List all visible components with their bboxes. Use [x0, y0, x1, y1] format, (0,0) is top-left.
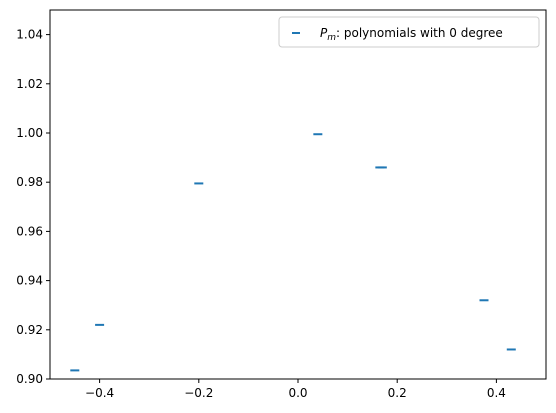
x-tick-label: 0.4 — [487, 386, 506, 400]
legend-label-sub: m — [327, 33, 336, 43]
y-axis: 0.90 0.92 0.94 0.96 0.98 1.00 1.02 1.04 — [16, 28, 50, 386]
data-points — [70, 133, 516, 372]
y-tick-label: 1.04 — [16, 28, 43, 42]
x-axis: −0.4 −0.2 0.0 0.2 0.4 — [85, 379, 506, 400]
x-tick-label: −0.2 — [184, 386, 213, 400]
plot-area — [49, 9, 547, 380]
y-tick-label: 0.94 — [16, 274, 43, 288]
legend-label-rest: : polynomials with 0 degree — [336, 26, 503, 40]
plot-frame — [49, 9, 547, 380]
y-tick-label: 1.02 — [16, 77, 43, 91]
legend: Pm: polynomials with 0 degree — [278, 16, 540, 48]
y-tick-label: 1.00 — [16, 126, 43, 140]
x-tick-label: 0.0 — [288, 386, 307, 400]
legend-label-math: P — [320, 26, 328, 40]
y-tick-label: 0.90 — [16, 372, 43, 386]
x-tick-label: −0.4 — [85, 386, 114, 400]
y-tick-label: 0.96 — [16, 224, 43, 238]
y-tick-label: 0.92 — [16, 323, 43, 337]
legend-frame — [278, 16, 540, 48]
y-tick-label: 0.98 — [16, 175, 43, 189]
legend-label: Pm: polynomials with 0 degree — [320, 26, 503, 43]
x-tick-label: 0.2 — [388, 386, 407, 400]
